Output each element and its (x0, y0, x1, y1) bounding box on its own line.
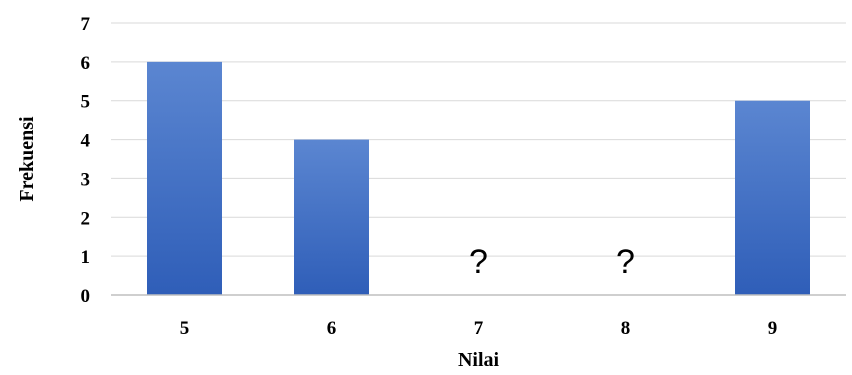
y-tick-label: 0 (81, 286, 91, 307)
x-tick-label: 5 (180, 318, 190, 339)
gridlines (111, 22, 846, 257)
y-tick-label: 2 (81, 208, 91, 229)
x-tick-label: 7 (474, 318, 484, 339)
y-tick-label: 4 (81, 131, 91, 152)
bar-5 (147, 61, 222, 295)
x-tick-label: 9 (768, 318, 778, 339)
y-axis-title: Frekuensi (16, 116, 38, 202)
bar-6 (294, 139, 369, 295)
y-axis-tick-labels: 0 1 2 3 4 5 6 7 (81, 14, 91, 307)
y-tick-label: 5 (81, 92, 91, 113)
bars (147, 61, 810, 295)
x-axis-tick-labels: 5 6 7 8 9 (180, 318, 778, 339)
unknown-value-label: ? (616, 243, 635, 281)
unknown-value-label: ? (469, 243, 488, 281)
x-tick-label: 8 (621, 318, 631, 339)
bar-9 (735, 100, 810, 295)
bar-annotations: ?? (469, 243, 635, 281)
y-tick-label: 6 (81, 53, 91, 74)
x-axis-title: Nilai (458, 349, 500, 371)
x-tick-label: 6 (327, 318, 337, 339)
y-tick-label: 3 (81, 169, 91, 190)
y-tick-label: 7 (81, 14, 91, 35)
y-tick-label: 1 (81, 247, 91, 268)
